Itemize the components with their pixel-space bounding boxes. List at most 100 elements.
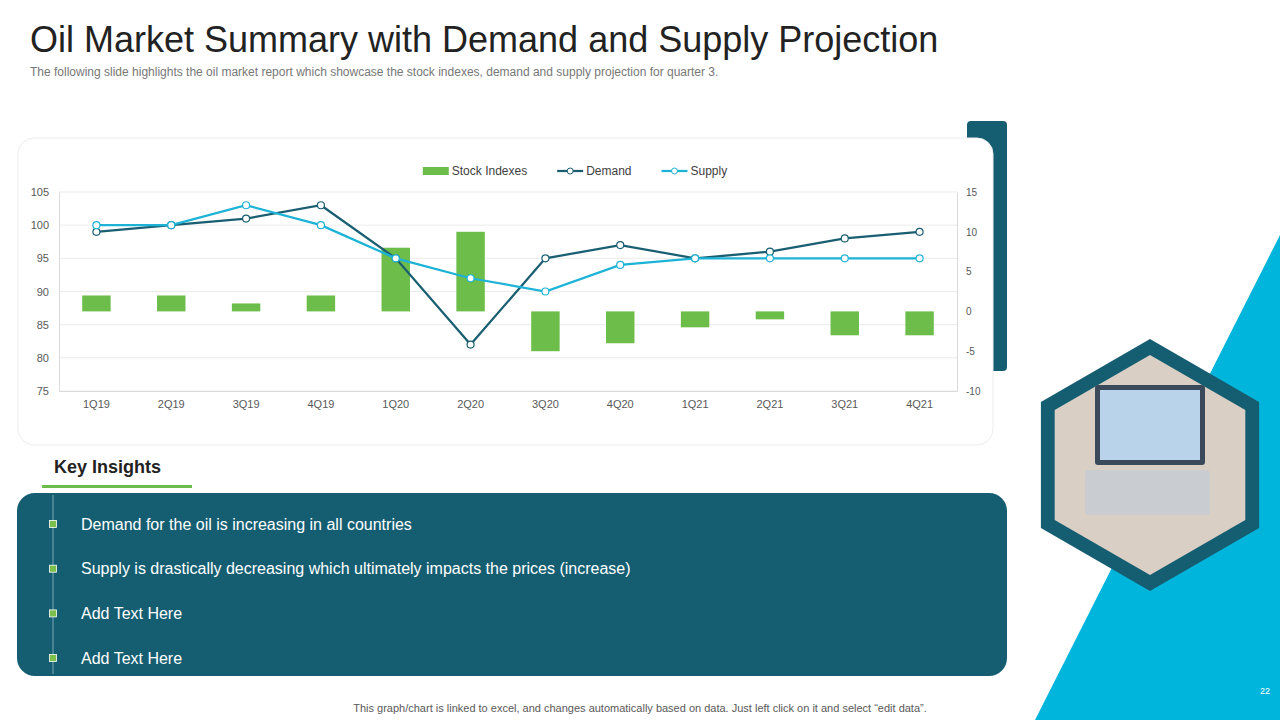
- y-axis: 7580859095100105: [31, 186, 60, 397]
- bar: [905, 311, 933, 335]
- x-tick-label: 2Q20: [457, 398, 484, 410]
- marker: [766, 255, 773, 262]
- slide: Oil Market Summary with Demand and Suppl…: [0, 0, 1280, 720]
- footer: This graph/chart is linked to excel, and…: [353, 702, 927, 714]
- legend-label: Demand: [586, 164, 631, 178]
- insight-text: Add Text Here: [81, 605, 182, 622]
- bar: [82, 295, 110, 311]
- x-axis-line: [60, 391, 958, 392]
- y2-tick: 15: [957, 187, 978, 198]
- y-tick: 90: [37, 286, 59, 298]
- y2-tick: -5: [957, 346, 975, 357]
- y2-tick-label: 5: [966, 266, 972, 277]
- y2-tick-label: -10: [966, 386, 981, 397]
- legend-item: Demand: [557, 164, 631, 178]
- corner-triangle: [1035, 235, 1280, 720]
- insights-underline: [42, 485, 192, 488]
- y2-tick-label: 10: [966, 227, 978, 238]
- y2-tick: 5: [957, 266, 972, 277]
- bullet: [50, 565, 57, 572]
- grid-line: [59, 192, 957, 193]
- grid-line: [59, 391, 957, 392]
- marker: [317, 202, 324, 209]
- legend: Stock IndexesDemandSupply: [423, 164, 727, 178]
- hexagon-photo: [1055, 355, 1246, 575]
- line: [96, 205, 919, 344]
- y-tick-label: 105: [31, 186, 49, 198]
- y-tick: 105: [31, 186, 59, 198]
- x-tick-label: 3Q21: [831, 398, 858, 410]
- bar: [456, 232, 484, 312]
- x-tick: 1Q20: [382, 391, 409, 410]
- y-tick: 75: [37, 385, 59, 397]
- marker: [692, 255, 699, 262]
- x-tick: 4Q20: [607, 391, 634, 410]
- grid: [59, 192, 957, 391]
- legend-swatch: [423, 167, 449, 175]
- x-tick-label: 1Q21: [682, 398, 709, 410]
- marker: [617, 261, 624, 268]
- bullet: [50, 521, 57, 528]
- hexagon-frame: [1041, 339, 1259, 591]
- x-tick: 1Q19: [83, 391, 110, 410]
- y-tick-label: 75: [37, 385, 49, 397]
- x-tick: 3Q21: [831, 391, 858, 410]
- bar: [307, 295, 335, 311]
- insight-text: Demand for the oil is increasing in all …: [81, 516, 412, 533]
- bar: [382, 248, 410, 312]
- legend-marker: [672, 168, 678, 174]
- x-tick: 3Q19: [233, 391, 260, 410]
- marker: [317, 222, 324, 229]
- marker: [93, 228, 100, 235]
- marker: [243, 202, 250, 209]
- x-tick: 4Q21: [906, 391, 933, 410]
- y2-axis-line: [957, 193, 958, 392]
- x-tick: 2Q19: [158, 391, 185, 410]
- grid-line: [59, 291, 957, 292]
- y-tick: 80: [37, 352, 59, 364]
- y-tick-label: 95: [37, 252, 49, 264]
- legend-label: Supply: [691, 164, 728, 178]
- marker: [841, 255, 848, 262]
- y2-tick-label: 15: [966, 187, 978, 198]
- line: [96, 205, 919, 291]
- y-tick: 100: [31, 219, 59, 231]
- bar: [531, 311, 559, 351]
- insights-panel: [17, 493, 1007, 676]
- bar: [681, 311, 709, 327]
- y-tick-label: 90: [37, 286, 49, 298]
- x-tick-label: 4Q21: [906, 398, 933, 410]
- grid-line: [59, 357, 957, 358]
- insights-heading: Key Insights: [54, 457, 161, 477]
- x-tick: 2Q20: [457, 391, 484, 410]
- marker: [617, 242, 624, 249]
- bar: [232, 303, 260, 311]
- marker: [243, 215, 250, 222]
- page-number: 22: [1260, 686, 1270, 696]
- marker: [168, 222, 175, 229]
- y2-tick: -10: [957, 386, 981, 397]
- legend-marker: [567, 168, 573, 174]
- x-axis: 1Q192Q193Q194Q191Q202Q203Q204Q201Q212Q21…: [60, 391, 958, 410]
- marker: [916, 255, 923, 262]
- marker: [542, 255, 549, 262]
- photo-laptop: [1095, 385, 1205, 465]
- bar: [157, 295, 185, 311]
- y-tick-label: 100: [31, 219, 49, 231]
- bullet: [50, 610, 57, 617]
- bullet: [50, 655, 57, 662]
- chart-card: [18, 138, 993, 445]
- y2-tick: 10: [957, 227, 978, 238]
- insight-text: Add Text Here: [81, 650, 182, 667]
- x-tick-label: 1Q20: [382, 398, 409, 410]
- marker: [467, 341, 474, 348]
- legend-item: Supply: [662, 164, 728, 178]
- x-tick: 1Q21: [682, 391, 709, 410]
- y2-axis: -10 -5 0 5 10 15: [957, 187, 981, 397]
- y2-tick-label: 0: [966, 306, 972, 317]
- marker: [168, 222, 175, 229]
- y2-tick: 0: [957, 306, 972, 317]
- x-tick-label: 2Q21: [756, 398, 783, 410]
- bar: [606, 311, 634, 343]
- title: Oil Market Summary with Demand and Suppl…: [30, 19, 938, 60]
